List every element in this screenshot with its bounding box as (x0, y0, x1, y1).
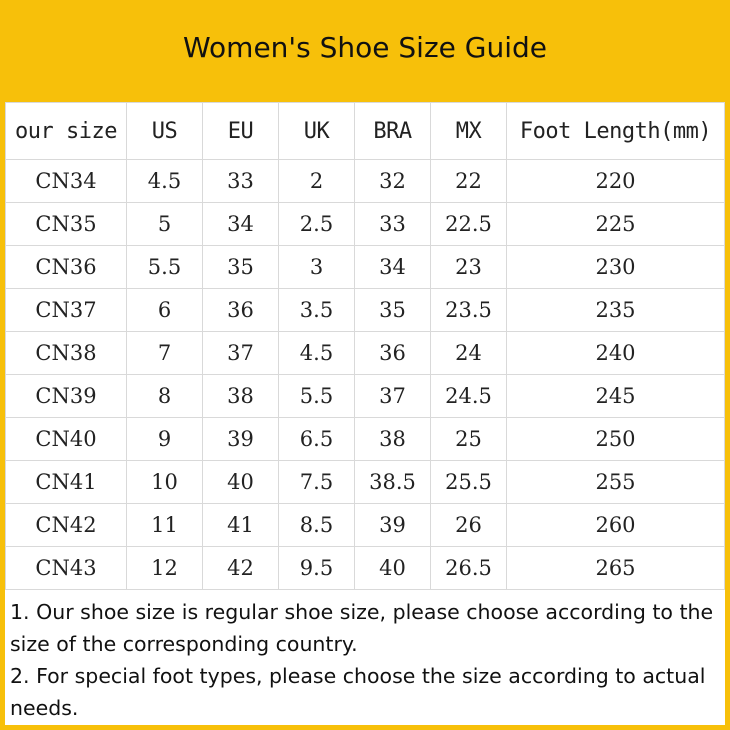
cell-mx: 25 (430, 417, 507, 461)
cell-bra: 37 (354, 374, 431, 418)
cell-bra: 38 (354, 417, 431, 461)
cell-foot-length: 220 (506, 159, 725, 203)
cell-uk: 3.5 (278, 288, 355, 332)
cell-us: 9 (126, 417, 203, 461)
cell-us: 7 (126, 331, 203, 375)
cell-mx: 24 (430, 331, 507, 375)
table-header-row: our size US EU UK BRA MX Foot Length(mm) (5, 102, 725, 160)
cell-uk: 2 (278, 159, 355, 203)
cell-us: 6 (126, 288, 203, 332)
title-banner: Women's Shoe Size Guide (0, 0, 730, 102)
table-row: CN36 5.5 35 3 34 23 230 (5, 245, 725, 289)
cell-mx: 25.5 (430, 460, 507, 504)
cell-our-size: CN40 (5, 417, 127, 461)
cell-our-size: CN37 (5, 288, 127, 332)
table-row: CN34 4.5 33 2 32 22 220 (5, 159, 725, 203)
cell-bra: 32 (354, 159, 431, 203)
cell-bra: 38.5 (354, 460, 431, 504)
table-row: CN39 8 38 5.5 37 24.5 245 (5, 374, 725, 418)
cell-eu: 33 (202, 159, 279, 203)
page-title: Women's Shoe Size Guide (183, 30, 547, 64)
cell-uk: 8.5 (278, 503, 355, 547)
cell-uk: 4.5 (278, 331, 355, 375)
cell-uk: 5.5 (278, 374, 355, 418)
cell-our-size: CN43 (5, 546, 127, 590)
cell-eu: 41 (202, 503, 279, 547)
note-1: 1. Our shoe size is regular shoe size, p… (10, 600, 714, 656)
cell-uk: 2.5 (278, 202, 355, 246)
header-us: US (126, 102, 203, 160)
table-row: CN40 9 39 6.5 38 25 250 (5, 417, 725, 461)
cell-foot-length: 230 (506, 245, 725, 289)
table-row: CN38 7 37 4.5 36 24 240 (5, 331, 725, 375)
cell-foot-length: 225 (506, 202, 725, 246)
cell-bra: 34 (354, 245, 431, 289)
cell-eu: 35 (202, 245, 279, 289)
size-table: our size US EU UK BRA MX Foot Length(mm)… (5, 102, 725, 590)
header-mx: MX (430, 102, 507, 160)
cell-us: 10 (126, 460, 203, 504)
header-uk: UK (278, 102, 355, 160)
cell-us: 11 (126, 503, 203, 547)
cell-our-size: CN39 (5, 374, 127, 418)
cell-our-size: CN36 (5, 245, 127, 289)
cell-foot-length: 255 (506, 460, 725, 504)
table-row: CN35 5 34 2.5 33 22.5 225 (5, 202, 725, 246)
header-eu: EU (202, 102, 279, 160)
cell-us: 4.5 (126, 159, 203, 203)
cell-us: 12 (126, 546, 203, 590)
cell-uk: 9.5 (278, 546, 355, 590)
cell-uk: 7.5 (278, 460, 355, 504)
cell-eu: 36 (202, 288, 279, 332)
table-row: CN43 12 42 9.5 40 26.5 265 (5, 546, 725, 590)
cell-us: 5.5 (126, 245, 203, 289)
header-foot-length: Foot Length(mm) (506, 102, 725, 160)
cell-bra: 40 (354, 546, 431, 590)
cell-mx: 22.5 (430, 202, 507, 246)
cell-bra: 33 (354, 202, 431, 246)
cell-mx: 24.5 (430, 374, 507, 418)
cell-eu: 42 (202, 546, 279, 590)
cell-foot-length: 250 (506, 417, 725, 461)
cell-eu: 34 (202, 202, 279, 246)
cell-uk: 3 (278, 245, 355, 289)
cell-foot-length: 265 (506, 546, 725, 590)
cell-foot-length: 235 (506, 288, 725, 332)
cell-us: 8 (126, 374, 203, 418)
cell-foot-length: 245 (506, 374, 725, 418)
table-row: CN37 6 36 3.5 35 23.5 235 (5, 288, 725, 332)
cell-eu: 37 (202, 331, 279, 375)
cell-bra: 36 (354, 331, 431, 375)
cell-us: 5 (126, 202, 203, 246)
cell-our-size: CN42 (5, 503, 127, 547)
cell-mx: 26.5 (430, 546, 507, 590)
cell-mx: 23.5 (430, 288, 507, 332)
cell-our-size: CN41 (5, 460, 127, 504)
cell-mx: 23 (430, 245, 507, 289)
note-2: 2. For special foot types, please choose… (10, 664, 706, 720)
cell-mx: 22 (430, 159, 507, 203)
cell-our-size: CN35 (5, 202, 127, 246)
cell-uk: 6.5 (278, 417, 355, 461)
cell-our-size: CN34 (5, 159, 127, 203)
notes: 1. Our shoe size is regular shoe size, p… (10, 596, 722, 724)
cell-mx: 26 (430, 503, 507, 547)
table-row: CN41 10 40 7.5 38.5 25.5 255 (5, 460, 725, 504)
cell-eu: 38 (202, 374, 279, 418)
cell-bra: 39 (354, 503, 431, 547)
header-bra: BRA (354, 102, 431, 160)
cell-our-size: CN38 (5, 331, 127, 375)
cell-eu: 39 (202, 417, 279, 461)
cell-eu: 40 (202, 460, 279, 504)
header-our-size: our size (5, 102, 127, 160)
cell-foot-length: 260 (506, 503, 725, 547)
table-row: CN42 11 41 8.5 39 26 260 (5, 503, 725, 547)
cell-foot-length: 240 (506, 331, 725, 375)
cell-bra: 35 (354, 288, 431, 332)
